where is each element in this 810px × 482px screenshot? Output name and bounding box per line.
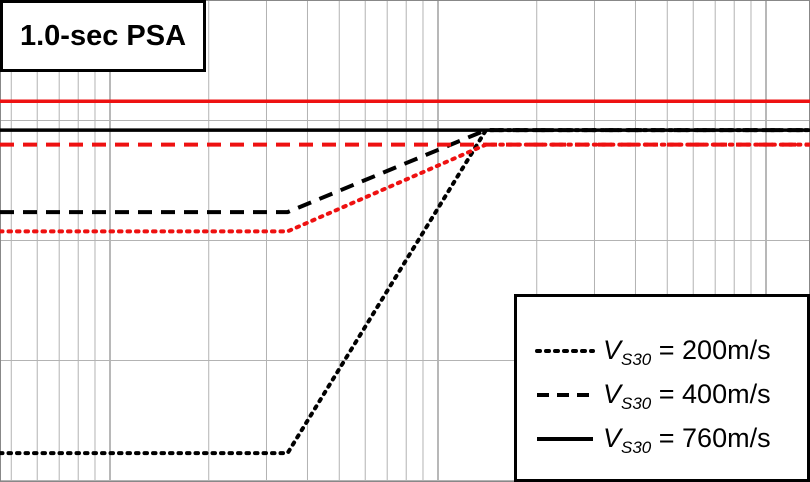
- legend: VS30 = 200m/s VS30 = 400m/s VS30 = 760m/…: [514, 294, 810, 482]
- legend-var: V: [603, 423, 622, 453]
- legend-swatch-solid: [537, 437, 593, 441]
- series-line-black-dashed: [0, 128, 810, 215]
- series-line-red-dotted: [0, 142, 810, 234]
- legend-label: = 400m/s: [651, 379, 771, 409]
- legend-sub: S30: [621, 350, 652, 369]
- legend-item-760: VS30 = 760m/s: [535, 419, 805, 459]
- legend-swatch-dotted: [535, 349, 595, 353]
- legend-item-200: VS30 = 200m/s: [535, 331, 805, 371]
- series-lines: [0, 99, 810, 456]
- legend-sub: S30: [621, 394, 652, 413]
- legend-label: = 200m/s: [651, 335, 771, 365]
- legend-item-400: VS30 = 400m/s: [535, 375, 805, 415]
- legend-swatch-dashed: [537, 393, 593, 397]
- legend-label: = 760m/s: [651, 423, 771, 453]
- chart-title: 1.0-sec PSA: [0, 0, 206, 72]
- legend-var: V: [603, 379, 622, 409]
- legend-var: V: [603, 335, 622, 365]
- legend-sub: S30: [621, 438, 652, 457]
